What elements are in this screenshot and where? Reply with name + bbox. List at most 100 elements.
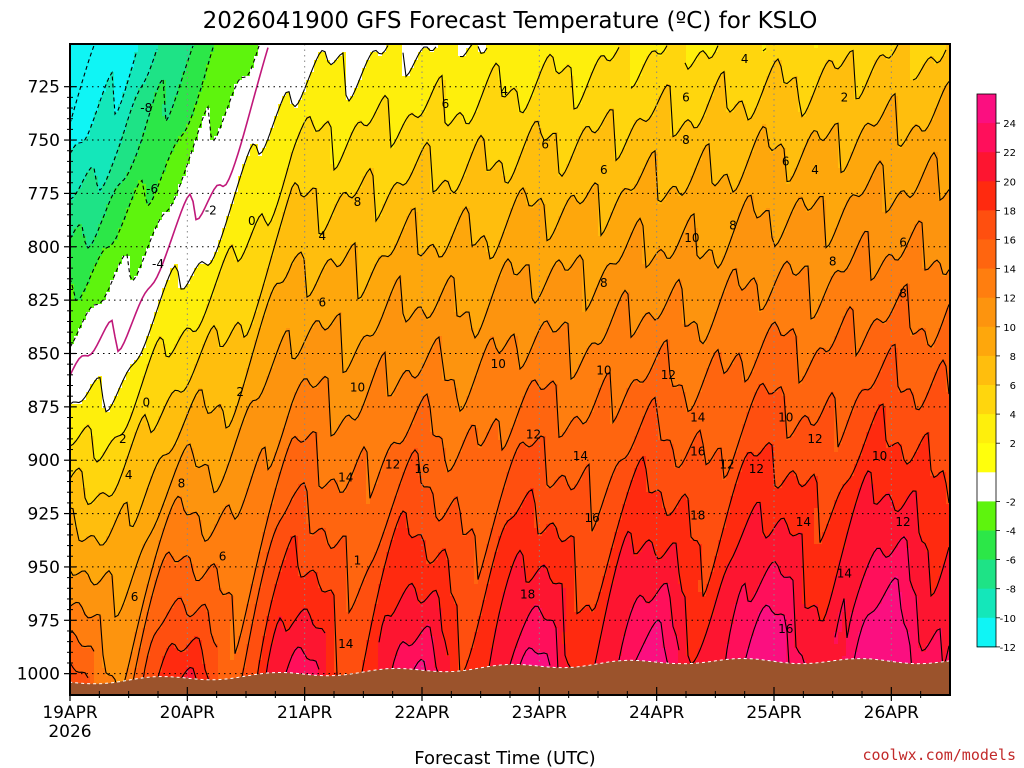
temp-cell bbox=[142, 320, 147, 325]
temp-cell bbox=[118, 280, 123, 285]
temp-cell bbox=[186, 264, 191, 269]
temp-cell bbox=[74, 604, 79, 609]
temp-cell bbox=[106, 448, 111, 453]
temp-cell bbox=[118, 432, 123, 437]
temp-cell bbox=[162, 44, 167, 49]
temp-cell bbox=[178, 452, 183, 457]
temp-cell bbox=[130, 332, 135, 337]
temp-cell bbox=[146, 132, 151, 137]
temp-cell bbox=[122, 136, 127, 141]
temp-cell bbox=[70, 560, 75, 565]
temp-cell bbox=[130, 360, 135, 365]
temp-cell bbox=[70, 536, 75, 541]
temp-cell bbox=[126, 620, 131, 625]
temp-cell bbox=[94, 72, 99, 77]
temp-cell bbox=[142, 648, 147, 653]
temp-cell bbox=[146, 440, 151, 445]
temp-cell bbox=[74, 672, 79, 677]
temp-cell bbox=[130, 568, 135, 573]
temp-cell bbox=[150, 588, 155, 593]
temp-cell bbox=[122, 244, 127, 249]
temp-cell bbox=[150, 392, 155, 397]
temp-cell bbox=[86, 356, 91, 361]
temp-cell bbox=[74, 516, 79, 521]
temp-cell bbox=[90, 92, 95, 97]
temp-cell bbox=[170, 508, 175, 513]
temp-cell bbox=[130, 604, 135, 609]
temp-cell bbox=[102, 72, 107, 77]
temp-cell bbox=[150, 228, 155, 233]
temp-cell bbox=[134, 476, 139, 481]
temp-cell bbox=[106, 68, 111, 73]
temp-cell bbox=[154, 76, 159, 81]
temp-cell bbox=[130, 232, 135, 237]
temp-cell bbox=[178, 268, 183, 273]
temp-cell bbox=[94, 256, 99, 261]
temp-cell bbox=[70, 140, 75, 145]
temp-cell bbox=[70, 56, 75, 61]
temp-cell bbox=[102, 96, 107, 101]
temp-cell bbox=[114, 572, 119, 577]
temp-cell bbox=[126, 460, 131, 465]
temp-cell bbox=[118, 184, 123, 189]
temp-cell bbox=[150, 232, 155, 237]
temp-cell bbox=[114, 560, 119, 565]
temp-cell bbox=[130, 668, 135, 673]
temp-cell bbox=[162, 56, 167, 61]
temp-cell bbox=[98, 512, 103, 517]
temp-cell bbox=[178, 164, 183, 169]
temp-cell bbox=[90, 76, 95, 81]
temp-cell bbox=[182, 456, 187, 461]
temp-cell bbox=[178, 68, 183, 73]
temp-cell bbox=[150, 496, 155, 501]
temp-cell bbox=[142, 460, 147, 465]
temp-cell bbox=[102, 548, 107, 553]
temp-cell bbox=[166, 384, 171, 389]
temp-cell bbox=[86, 76, 91, 81]
temp-cell bbox=[78, 676, 83, 681]
temp-cell bbox=[114, 536, 119, 541]
temp-cell bbox=[70, 100, 75, 105]
temp-cell bbox=[98, 472, 103, 477]
temp-cell bbox=[146, 560, 151, 565]
temp-cell bbox=[178, 444, 183, 449]
temp-cell bbox=[118, 500, 123, 505]
temp-cell bbox=[162, 236, 167, 241]
temp-cell bbox=[130, 228, 135, 233]
temp-cell bbox=[142, 140, 147, 145]
temp-cell bbox=[114, 116, 119, 121]
temp-cell bbox=[122, 164, 127, 169]
temp-cell bbox=[78, 100, 83, 105]
temp-cell bbox=[178, 288, 183, 293]
temp-cell bbox=[158, 412, 163, 417]
temp-cell bbox=[70, 60, 75, 65]
temp-cell bbox=[138, 616, 143, 621]
temp-cell bbox=[126, 480, 131, 485]
temp-cell bbox=[126, 324, 131, 329]
temp-cell bbox=[154, 260, 159, 265]
temp-cell bbox=[102, 356, 107, 361]
temp-cell bbox=[166, 88, 171, 93]
temp-cell bbox=[102, 296, 107, 301]
temp-cell bbox=[166, 616, 171, 621]
temp-cell bbox=[106, 152, 111, 157]
temp-cell bbox=[74, 300, 79, 305]
temp-cell bbox=[86, 468, 91, 473]
temp-cell bbox=[178, 416, 183, 421]
temp-cell bbox=[138, 484, 143, 489]
temp-cell bbox=[90, 372, 95, 377]
temp-cell bbox=[78, 420, 83, 425]
temp-cell bbox=[74, 240, 79, 245]
temp-cell bbox=[98, 660, 103, 665]
temp-cell bbox=[130, 300, 135, 305]
temp-cell bbox=[158, 292, 163, 297]
temp-cell bbox=[118, 112, 123, 117]
temp-cell bbox=[126, 212, 131, 217]
temp-cell bbox=[150, 72, 155, 77]
temp-cell bbox=[110, 360, 115, 365]
temp-cell bbox=[130, 80, 135, 85]
temp-cell bbox=[142, 420, 147, 425]
temp-cell bbox=[106, 296, 111, 301]
temp-cell bbox=[142, 372, 147, 377]
temp-cell bbox=[106, 180, 111, 185]
